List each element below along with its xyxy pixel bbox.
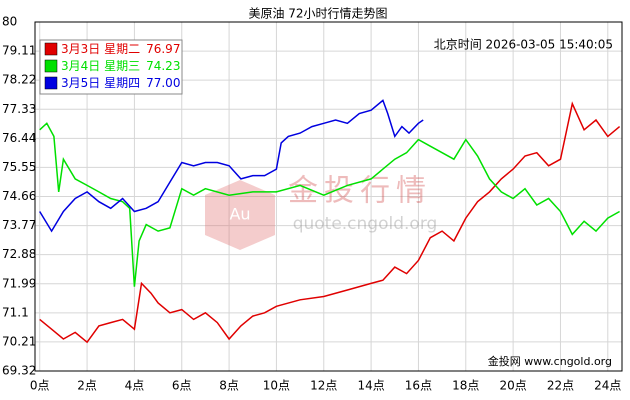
y-tick-label: 78.22 <box>2 73 36 87</box>
x-tick-label: 24点 <box>594 379 621 393</box>
legend-latest: 76.97 <box>146 42 180 56</box>
price-line <box>39 101 621 344</box>
x-tick-label: 0点 <box>30 379 50 393</box>
x-tick-label: 10点 <box>263 379 290 393</box>
x-tick-label: 8点 <box>219 379 239 393</box>
watermark-url: quote.cngold.org <box>293 214 438 234</box>
legend-latest: 74.23 <box>146 59 180 73</box>
y-tick-label: 71.1 <box>2 305 29 319</box>
legend-swatch <box>44 76 58 90</box>
legend-box <box>39 39 183 95</box>
watermark-logo <box>205 180 275 250</box>
y-tick-label: 71.99 <box>2 276 36 290</box>
source: 金投网 www.cngold.org <box>488 354 612 368</box>
x-tick-label: 22点 <box>547 379 574 393</box>
legend: 3月3日 星期二 76.97 3月4日 星期三 74.23 3月5日 星期四 77.00 <box>39 39 183 95</box>
x-tick-label: 18点 <box>452 379 479 393</box>
y-tick-label: 79.11 <box>2 44 36 58</box>
y-tick-label: 80 <box>2 15 17 29</box>
x-tick-label: 6点 <box>172 379 192 393</box>
x-tick-label: 4点 <box>125 379 145 393</box>
price-line <box>39 122 620 287</box>
watermark-text: 金投行情 <box>288 174 432 209</box>
lines <box>39 99 621 344</box>
x-tick-label: 14点 <box>357 379 384 393</box>
x-tick-label: 16点 <box>405 379 432 393</box>
plot-frame <box>34 21 623 372</box>
watermark: Au 金投行情 quote.cngold.org <box>205 174 438 250</box>
legend-swatch <box>44 59 58 73</box>
x-tick-label: 2点 <box>77 379 97 393</box>
legend-latest: 77.00 <box>146 76 180 90</box>
y-tick-label: 72.88 <box>2 247 36 261</box>
legend-name: 3月5日 星期四 <box>61 76 140 90</box>
legend-label: 3月5日 星期四 77.00 <box>61 76 180 90</box>
y-tick-label: 73.77 <box>2 218 36 232</box>
legend-swatch <box>44 42 58 56</box>
legend-name: 3月4日 星期三 <box>61 59 140 73</box>
x-tick-label: 20点 <box>499 379 526 393</box>
watermark-logo-text: Au <box>229 205 250 224</box>
chart-title: 美原油 72小时行情走势图 <box>248 7 387 21</box>
y-tick-label: 76.44 <box>2 131 36 145</box>
y-tick-label: 70.21 <box>2 334 36 348</box>
y-tick-label: 69.32 <box>2 364 36 378</box>
legend-label: 3月4日 星期三 74.23 <box>61 59 180 73</box>
y-tick-label: 75.55 <box>2 160 36 174</box>
y-tick-label: 74.66 <box>2 189 36 203</box>
price-line <box>39 99 424 233</box>
x-tick-label: 12点 <box>310 379 337 393</box>
legend-label: 3月3日 星期二 76.97 <box>61 42 180 56</box>
timestamp: 北京时间 2026-03-05 15:40:05 <box>434 38 613 52</box>
grid <box>35 21 622 372</box>
legend-name: 3月3日 星期二 <box>61 42 140 56</box>
y-tick-label: 77.33 <box>2 102 36 116</box>
